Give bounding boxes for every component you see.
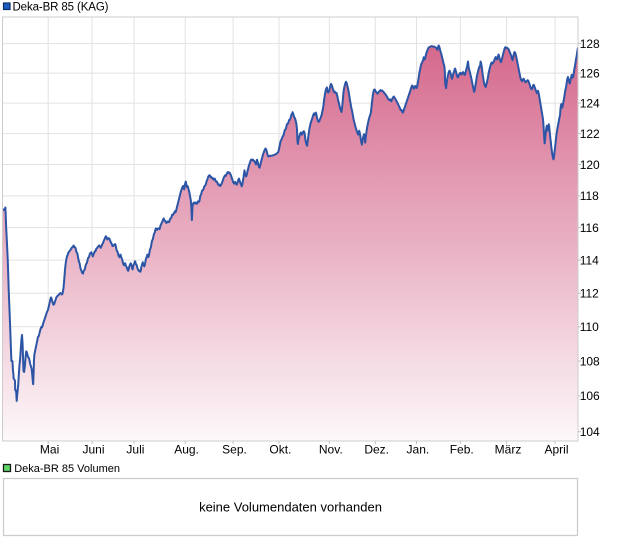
svg-text:Dez.: Dez. — [364, 442, 389, 456]
svg-text:Juli: Juli — [126, 442, 144, 456]
svg-text:Jan.: Jan. — [407, 442, 430, 456]
svg-text:Mai: Mai — [40, 442, 59, 456]
svg-text:110: 110 — [580, 320, 599, 334]
svg-text:Juni: Juni — [82, 442, 104, 456]
svg-text:126: 126 — [580, 66, 600, 80]
svg-text:122: 122 — [580, 127, 600, 141]
svg-text:120: 120 — [580, 158, 600, 172]
svg-text:128: 128 — [580, 37, 600, 51]
svg-text:112: 112 — [580, 287, 599, 301]
svg-text:Okt.: Okt. — [269, 442, 291, 456]
svg-text:Aug.: Aug. — [174, 442, 199, 456]
svg-text:Deka-BR 85 Volumen: Deka-BR 85 Volumen — [14, 463, 120, 475]
svg-text:Deka-BR 85 (KAG): Deka-BR 85 (KAG) — [13, 2, 109, 14]
svg-text:114: 114 — [580, 253, 599, 267]
svg-text:118: 118 — [580, 189, 599, 203]
svg-text:Sep.: Sep. — [222, 442, 247, 456]
svg-text:Nov.: Nov. — [319, 442, 343, 456]
svg-text:108: 108 — [580, 354, 600, 368]
svg-text:124: 124 — [580, 96, 600, 110]
svg-text:Feb.: Feb. — [450, 442, 474, 456]
svg-text:keine Volumendaten vorhanden: keine Volumendaten vorhanden — [199, 500, 382, 515]
svg-text:106: 106 — [580, 389, 600, 403]
svg-text:104: 104 — [580, 425, 600, 439]
svg-text:März: März — [495, 442, 522, 456]
svg-text:April: April — [544, 442, 568, 456]
svg-text:116: 116 — [580, 221, 599, 235]
